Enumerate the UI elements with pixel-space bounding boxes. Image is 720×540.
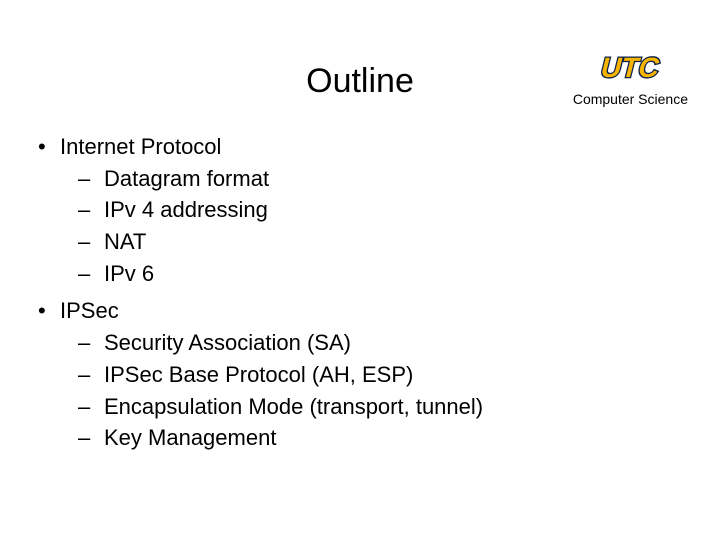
dash-icon: – — [78, 227, 104, 257]
dash-icon: – — [78, 423, 104, 453]
dash-icon: – — [78, 392, 104, 422]
bullet-level2: – Key Management — [78, 423, 682, 453]
subitem-label: NAT — [104, 227, 146, 257]
subitem-label: IPSec Base Protocol (AH, ESP) — [104, 360, 413, 390]
subitem-label: IPv 6 — [104, 259, 154, 289]
bullet-label: Internet Protocol — [60, 132, 221, 162]
bullet-level2: – IPv 4 addressing — [78, 195, 682, 225]
subitem-label: Security Association (SA) — [104, 328, 351, 358]
bullet-level2: – IPv 6 — [78, 259, 682, 289]
bullet-level2: – IPSec Base Protocol (AH, ESP) — [78, 360, 682, 390]
dash-icon: – — [78, 259, 104, 289]
subitem-label: Encapsulation Mode (transport, tunnel) — [104, 392, 483, 422]
subitem-label: Datagram format — [104, 164, 269, 194]
bullet-level2: – Security Association (SA) — [78, 328, 682, 358]
bullet-dot-icon: • — [38, 132, 60, 162]
bullet-level2: – Datagram format — [78, 164, 682, 194]
slide-content: • Internet Protocol – Datagram format – … — [38, 128, 682, 453]
dash-icon: – — [78, 360, 104, 390]
subitem-label: Key Management — [104, 423, 276, 453]
bullet-dot-icon: • — [38, 296, 60, 326]
bullet-level2: – NAT — [78, 227, 682, 257]
bullet-level1: • Internet Protocol — [38, 132, 682, 162]
dash-icon: – — [78, 164, 104, 194]
slide-title: Outline — [0, 62, 720, 101]
bullet-level1: • IPSec — [38, 296, 682, 326]
bullet-label: IPSec — [60, 296, 119, 326]
bullet-level2: – Encapsulation Mode (transport, tunnel) — [78, 392, 682, 422]
dash-icon: – — [78, 328, 104, 358]
subitem-label: IPv 4 addressing — [104, 195, 268, 225]
dash-icon: – — [78, 195, 104, 225]
